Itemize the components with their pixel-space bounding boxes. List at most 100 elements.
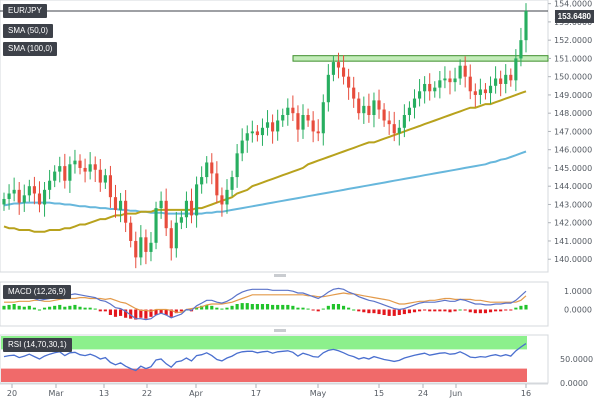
macd-histogram-bar xyxy=(17,305,21,310)
price-tick-label: 140.0000 xyxy=(554,255,592,264)
candle-body xyxy=(240,140,244,154)
candle-body xyxy=(423,83,427,92)
macd-histogram-bar xyxy=(134,309,138,320)
candle-body xyxy=(387,120,391,125)
price-panel xyxy=(0,0,549,273)
macd-histogram-bar xyxy=(286,304,290,310)
sma100-label[interactable]: SMA (100,0) xyxy=(3,42,58,56)
candle-body xyxy=(225,189,229,205)
macd-histogram-bar xyxy=(68,305,72,310)
sma50-label[interactable]: SMA (50,0) xyxy=(3,24,54,38)
macd-histogram-bar xyxy=(433,309,437,312)
macd-histogram-bar xyxy=(58,304,62,310)
macd-tick-label: 0.0000 xyxy=(564,306,592,315)
candle-body xyxy=(428,83,432,92)
macd-histogram-bar xyxy=(73,304,77,310)
candle-body xyxy=(392,124,396,134)
macd-histogram-bar xyxy=(225,307,229,310)
candle-body xyxy=(448,78,452,83)
macd-histogram-bar xyxy=(392,309,396,316)
candle-body xyxy=(316,131,320,134)
candle-body xyxy=(271,122,275,132)
macd-histogram-bar xyxy=(235,304,239,310)
candle-body xyxy=(397,127,401,134)
candle-body xyxy=(438,80,442,88)
candle-body xyxy=(17,189,21,203)
macd-histogram-bar xyxy=(174,309,178,314)
macd-histogram-bar xyxy=(159,309,163,314)
macd-histogram-bar xyxy=(362,309,366,313)
macd-histogram-bar xyxy=(179,309,183,312)
candle-body xyxy=(129,222,133,241)
candle-body xyxy=(205,162,209,178)
macd-histogram-bar xyxy=(473,309,477,314)
macd-histogram-bar xyxy=(108,309,112,315)
macd-histogram-bar xyxy=(7,304,11,310)
symbol-label[interactable]: EUR/JPY xyxy=(3,4,47,18)
macd-histogram-bar xyxy=(326,305,330,310)
candle-body xyxy=(154,208,158,243)
candle-body xyxy=(22,195,26,203)
macd-histogram-bar xyxy=(397,309,401,315)
candle-body xyxy=(195,184,199,216)
macd-histogram-bar xyxy=(83,307,87,310)
candle-body xyxy=(463,65,467,77)
price-tick-label: 145.0000 xyxy=(554,164,592,173)
x-tick-label: May xyxy=(310,389,327,398)
candle-body xyxy=(509,74,513,81)
x-tick-label: 20 xyxy=(7,389,17,398)
macd-histogram-bar xyxy=(291,305,295,310)
candle-body xyxy=(311,120,315,132)
macd-signal-line xyxy=(4,292,527,313)
rsi-overbought-zone xyxy=(1,336,527,350)
candle-body xyxy=(514,58,518,81)
macd-histogram-bar xyxy=(2,305,6,310)
candle-body xyxy=(357,98,361,114)
macd-histogram-bar xyxy=(412,309,417,313)
candle-body xyxy=(53,171,57,181)
macd-histogram-bar xyxy=(458,309,462,311)
candle-body xyxy=(326,74,330,103)
macd-histogram-bar xyxy=(331,304,335,310)
macd-histogram-bar xyxy=(245,303,249,310)
candle-body xyxy=(281,115,285,121)
candle-body xyxy=(174,222,178,249)
candle-body xyxy=(286,107,290,116)
macd-histogram-bar xyxy=(200,305,204,310)
macd-histogram-bar xyxy=(215,307,219,310)
macd-histogram-bar xyxy=(367,309,371,314)
candle-body xyxy=(149,242,153,252)
candle-body xyxy=(453,78,457,83)
candle-body xyxy=(306,115,310,121)
macd-histogram-bar xyxy=(271,304,275,310)
candle-body xyxy=(103,175,107,183)
macd-histogram-bar xyxy=(149,309,153,317)
candle-body xyxy=(93,164,97,170)
candle-body xyxy=(494,78,498,86)
candle-body xyxy=(169,228,173,249)
macd-histogram-bar xyxy=(341,305,346,310)
candle-body xyxy=(331,62,335,75)
macd-histogram-bar xyxy=(255,304,259,310)
x-tick-label: 16 xyxy=(521,389,531,398)
macd-histogram-bar xyxy=(321,308,325,310)
macd-histogram-bar xyxy=(48,306,52,310)
macd-histogram-bar xyxy=(306,308,310,310)
macd-histogram-bar xyxy=(129,309,133,319)
candle-body xyxy=(276,120,280,132)
candle-body xyxy=(377,100,381,110)
macd-histogram-bar xyxy=(164,309,168,315)
candle-body xyxy=(519,40,523,59)
macd-histogram-bar xyxy=(387,309,391,316)
rsi-label[interactable]: RSI (14,70,30,1) xyxy=(3,338,72,352)
macd-line xyxy=(3,287,527,321)
candle-body xyxy=(164,200,168,229)
macd-histogram-bar xyxy=(372,309,376,314)
macd-label[interactable]: MACD (12,26,9) xyxy=(3,285,71,299)
candle-body xyxy=(118,200,123,210)
macd-histogram-bar xyxy=(336,304,341,310)
candle-body xyxy=(189,200,194,216)
macd-histogram-bar xyxy=(311,309,315,311)
macd-histogram-bar xyxy=(296,307,300,310)
